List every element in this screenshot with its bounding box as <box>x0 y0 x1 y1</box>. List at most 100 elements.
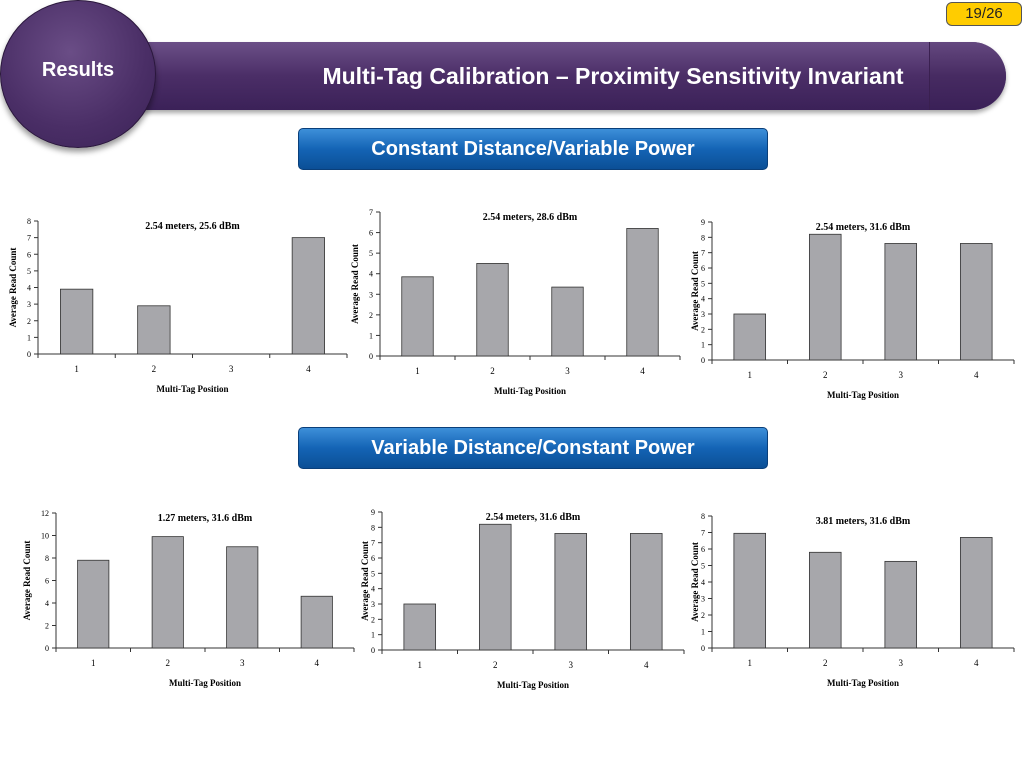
y-tick-label: 5 <box>701 279 705 288</box>
x-tick-label: 2 <box>152 364 157 374</box>
group-label-variable-distance: Variable Distance/Constant Power <box>298 427 768 469</box>
y-tick-label: 6 <box>371 554 375 563</box>
y-axis-label: Average Read Count <box>8 248 18 328</box>
y-tick-label: 2 <box>27 317 31 326</box>
section-label: Results <box>41 59 115 81</box>
y-tick-label: 2 <box>369 311 373 320</box>
x-tick-label: 4 <box>640 366 645 376</box>
title-bar-end-cap <box>929 42 1006 110</box>
y-tick-label: 7 <box>371 539 375 548</box>
x-axis-label: Multi-Tag Position <box>497 680 569 690</box>
bar <box>626 228 659 357</box>
y-tick-label: 3 <box>371 600 375 609</box>
x-tick-label: 1 <box>748 658 753 668</box>
y-tick-label: 7 <box>701 249 705 258</box>
bar <box>808 551 842 649</box>
y-tick-label: 3 <box>701 595 705 604</box>
y-tick-label: 6 <box>45 577 49 586</box>
y-tick-label: 5 <box>369 249 373 258</box>
bar <box>300 595 333 649</box>
y-tick-label: 1 <box>701 628 705 637</box>
y-tick-label: 2 <box>45 622 49 631</box>
x-axis-label: Multi-Tag Position <box>827 678 899 688</box>
x-tick-label: 4 <box>315 658 320 668</box>
bar <box>291 237 325 355</box>
y-axis-label: Average Read Count <box>690 542 700 622</box>
chart-title: 2.54 meters, 25.6 dBm <box>145 221 240 232</box>
y-tick-label: 4 <box>701 295 705 304</box>
y-tick-label: 6 <box>701 545 705 554</box>
y-axis-label: Average Read Count <box>350 244 360 324</box>
chart-title: 2.54 meters, 31.6 dBm <box>816 222 911 233</box>
x-tick-label: 3 <box>229 364 234 374</box>
x-tick-label: 1 <box>74 364 79 374</box>
bar <box>554 533 588 651</box>
x-tick-label: 2 <box>823 658 828 668</box>
chart-5: 0 1 2 3 4 5 6 7 8 9 1 2 3 4 2.54 meters, 31.6 dBm Multi… <box>360 504 690 705</box>
bar <box>884 243 918 361</box>
y-tick-label: 1 <box>27 333 31 342</box>
x-tick-label: 3 <box>899 370 904 380</box>
x-tick-label: 2 <box>490 366 495 376</box>
bar <box>733 313 767 361</box>
y-axis-label: Average Read Count <box>360 541 370 621</box>
bar <box>478 523 512 651</box>
bar <box>884 560 918 649</box>
bar <box>476 263 509 357</box>
y-tick-label: 0 <box>45 644 49 653</box>
y-tick-label: 10 <box>41 532 49 541</box>
y-tick-label: 7 <box>369 208 373 217</box>
y-tick-label: 4 <box>27 284 31 293</box>
chart-4: 0 2 4 6 8 10 12 1 2 3 4 1.27 meters, 31.6 dBm Multi-… <box>22 504 360 705</box>
y-tick-label: 2 <box>371 615 375 624</box>
bar <box>226 546 259 649</box>
chart-2: 0 1 2 3 4 5 6 7 1 2 3 4 2.54 meters, 28.6 dBm Multi-T… <box>350 200 690 413</box>
y-tick-label: 8 <box>371 523 375 532</box>
y-tick-label: 9 <box>701 218 705 227</box>
x-axis-label: Multi-Tag Position <box>169 678 241 688</box>
x-tick-label: 4 <box>974 658 979 668</box>
chart-svg: 0 1 2 3 4 5 6 7 1 2 3 4 2.54 meters, 28.6 dBm Multi-T… <box>350 208 681 396</box>
chart-title: 1.27 meters, 31.6 dBm <box>158 513 253 524</box>
y-tick-label: 7 <box>27 234 31 243</box>
y-tick-label: 6 <box>701 264 705 273</box>
x-tick-label: 1 <box>418 660 423 670</box>
y-tick-label: 0 <box>701 356 705 365</box>
chart-title: 2.54 meters, 28.6 dBm <box>483 212 578 223</box>
x-axis-label: Multi-Tag Position <box>827 390 899 400</box>
x-tick-label: 2 <box>823 370 828 380</box>
x-axis-label: Multi-Tag Position <box>157 384 229 394</box>
y-tick-label: 8 <box>701 233 705 242</box>
y-tick-label: 1 <box>701 341 705 350</box>
y-tick-label: 9 <box>371 508 375 517</box>
x-axis-label: Multi-Tag Position <box>494 386 566 396</box>
chart-svg: 0 1 2 3 4 5 6 7 8 9 1 2 3 4 2.54 meters, 31.6 dBm Multi… <box>690 218 1015 400</box>
x-tick-label: 3 <box>569 660 574 670</box>
y-tick-label: 4 <box>701 578 705 587</box>
y-tick-label: 8 <box>27 217 31 226</box>
y-tick-label: 2 <box>701 611 705 620</box>
bar <box>137 305 171 355</box>
x-tick-label: 3 <box>240 658 245 668</box>
chart-svg: 0 1 2 3 4 5 6 7 8 1 2 3 4 3.81 meters, 31.6 dBm Multi-… <box>690 512 1015 688</box>
chart-3: 0 1 2 3 4 5 6 7 8 9 1 2 3 4 2.54 meters, 31.6 dBm Multi… <box>690 210 1022 415</box>
y-tick-label: 0 <box>369 352 373 361</box>
page-number: 19/26 <box>946 2 1022 26</box>
chart-svg: 0 1 2 3 4 5 6 7 8 9 1 2 3 4 2.54 meters, 31.6 dBm Multi… <box>360 508 685 690</box>
y-tick-label: 6 <box>369 229 373 238</box>
y-tick-label: 5 <box>371 569 375 578</box>
y-tick-label: 5 <box>27 267 31 276</box>
y-axis-label: Average Read Count <box>690 251 700 331</box>
y-tick-label: 2 <box>701 325 705 334</box>
y-tick-label: 1 <box>369 331 373 340</box>
y-tick-label: 7 <box>701 529 705 538</box>
x-tick-label: 2 <box>166 658 171 668</box>
x-tick-label: 4 <box>306 364 311 374</box>
bar <box>733 532 767 649</box>
y-axis-label: Average Read Count <box>22 541 32 621</box>
y-tick-label: 4 <box>371 585 375 594</box>
chart-title: 3.81 meters, 31.6 dBm <box>816 516 911 527</box>
y-tick-label: 0 <box>27 350 31 359</box>
bar <box>403 603 437 651</box>
